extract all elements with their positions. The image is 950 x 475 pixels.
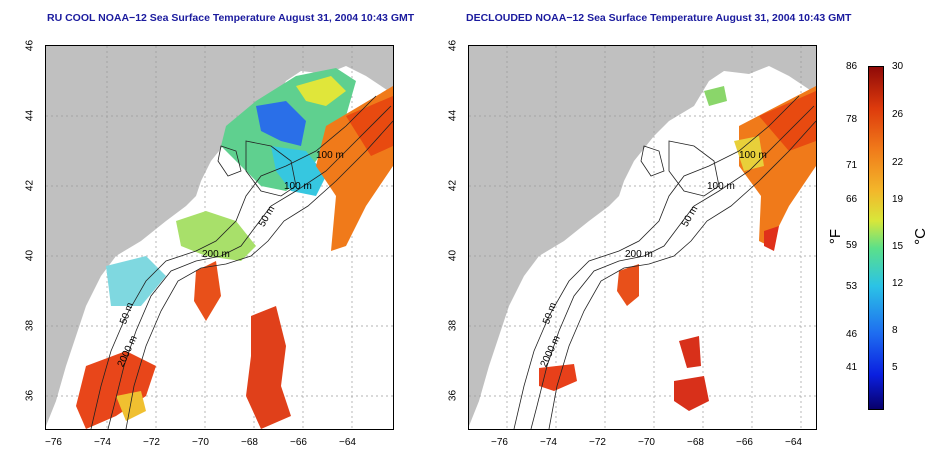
- y-tick-label: 44: [24, 109, 36, 122]
- x-tick-label: −74: [94, 437, 111, 448]
- x-tick-label: −72: [589, 437, 606, 448]
- celsius-unit-label: °C: [911, 228, 929, 245]
- colorbar-f-label: 71: [846, 160, 858, 171]
- y-tick-label: 44: [447, 109, 459, 122]
- sst-patch-red-ns: [346, 96, 393, 156]
- colorbar-f-label: 59: [846, 240, 858, 251]
- sst-patch-gulfstream-3: [76, 351, 156, 429]
- sst-patch-red-ns: [759, 91, 816, 151]
- colorbar-c-label: 8: [892, 325, 898, 336]
- contour-label: 100 m: [316, 150, 344, 161]
- sst-patch-yellow: [734, 136, 764, 171]
- x-tick-label: −68: [687, 437, 704, 448]
- y-tick-label: 40: [24, 249, 36, 262]
- sst-patch-gulfstream-2: [246, 306, 291, 429]
- x-tick-label: −64: [339, 437, 356, 448]
- x-tick-label: −76: [491, 437, 508, 448]
- contour-label: 100 m: [707, 181, 735, 192]
- colorbar-c-label: 5: [892, 362, 898, 373]
- fahrenheit-unit-label: °F: [827, 228, 845, 245]
- y-tick-label: 36: [24, 389, 36, 402]
- sst-patch-cyan: [271, 146, 326, 196]
- y-tick-label: 46: [447, 39, 459, 52]
- y-tick-label: 36: [447, 389, 459, 402]
- sst-patch-gulfstream-4: [539, 364, 577, 391]
- left-sst-map: 100 m 100 m 50 m 200 m 50 m 2000 m: [45, 45, 394, 430]
- y-tick-label: 38: [24, 319, 36, 332]
- contour-label: 100 m: [739, 150, 767, 161]
- left-map-title: RU COOL NOAA−12 Sea Surface Temperature …: [47, 12, 415, 24]
- colorbar-f-label: 46: [846, 329, 858, 340]
- land-nova-scotia: [346, 46, 393, 74]
- y-tick-label: 38: [447, 319, 459, 332]
- colorbar-f-label: 86: [846, 61, 858, 72]
- sst-patch-gulfstream-3: [674, 376, 709, 411]
- contour-label: 100 m: [284, 181, 312, 192]
- colorbar-c-label: 30: [892, 61, 904, 72]
- colorbar-f-label: 66: [846, 194, 858, 205]
- temperature-colorbar: [868, 66, 884, 410]
- y-tick-label: 46: [24, 39, 36, 52]
- sst-patch-gulfstream-1: [194, 261, 221, 321]
- x-tick-label: −74: [540, 437, 557, 448]
- x-tick-label: −76: [45, 437, 62, 448]
- grid-lines: [469, 46, 816, 429]
- x-tick-label: −68: [241, 437, 258, 448]
- sst-patch-yellow: [296, 76, 346, 106]
- y-tick-label: 42: [24, 179, 36, 192]
- contour-label: 200 m: [625, 249, 653, 260]
- colorbar-c-label: 22: [892, 157, 904, 168]
- sst-patch-shelf-cyan: [106, 256, 166, 306]
- right-map-title: DECLOUDED NOAA−12 Sea Surface Temperatur…: [466, 12, 852, 24]
- right-map-canvas: [469, 46, 816, 429]
- x-tick-label: −64: [785, 437, 802, 448]
- colorbar-c-label: 26: [892, 109, 904, 120]
- bathymetry-contours: [90, 95, 393, 429]
- colorbar-c-label: 19: [892, 194, 904, 205]
- y-tick-label: 42: [447, 179, 459, 192]
- left-map-canvas: [46, 46, 393, 429]
- colorbar-c-label: 15: [892, 241, 904, 252]
- colorbar-c-label: 12: [892, 278, 904, 289]
- sst-patch-gulfstream-2: [679, 336, 701, 368]
- contour-label: 200 m: [202, 249, 230, 260]
- x-tick-label: −66: [736, 437, 753, 448]
- x-tick-label: −72: [143, 437, 160, 448]
- sst-patch-cold-blue: [256, 101, 306, 146]
- x-tick-label: −66: [290, 437, 307, 448]
- bathymetry-contours: [513, 95, 816, 429]
- sst-patch-gulfstream-1: [617, 264, 639, 306]
- sst-patch-green: [704, 86, 727, 106]
- y-tick-label: 40: [447, 249, 459, 262]
- x-tick-label: −70: [192, 437, 209, 448]
- colorbar-f-label: 41: [846, 362, 858, 373]
- land-mass: [46, 46, 393, 426]
- right-sst-map: 100 m 100 m 50 m 200 m 50 m 2000 m: [468, 45, 817, 430]
- x-tick-label: −70: [638, 437, 655, 448]
- colorbar-f-label: 53: [846, 281, 858, 292]
- sst-patch-yellow-south: [116, 391, 146, 421]
- colorbar-f-label: 78: [846, 114, 858, 125]
- sst-patch-red-cape: [764, 226, 779, 251]
